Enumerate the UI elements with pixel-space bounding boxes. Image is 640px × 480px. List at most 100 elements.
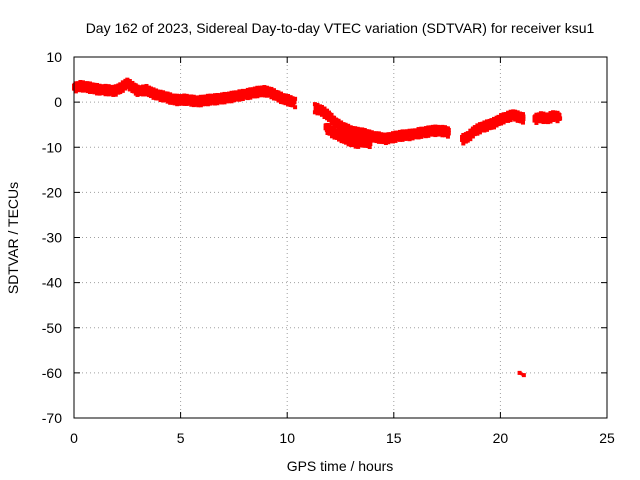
- data-point: [336, 118, 341, 123]
- data-point: [237, 97, 242, 102]
- data-point: [205, 102, 210, 107]
- data-point: [506, 118, 511, 123]
- y-axis-label: SDTVAR / TECUs: [5, 182, 21, 294]
- data-point: [262, 93, 267, 98]
- data-point: [413, 134, 418, 139]
- data-point: [329, 112, 334, 117]
- data-point: [85, 89, 90, 94]
- data-point: [555, 119, 560, 124]
- data-point: [234, 96, 239, 101]
- data-point: [144, 83, 149, 88]
- data-point: [276, 98, 281, 103]
- data-point: [165, 99, 170, 104]
- x-tick-label: 10: [279, 430, 295, 446]
- data-point: [520, 120, 525, 125]
- data-point: [426, 133, 431, 138]
- data-point: [445, 134, 450, 139]
- x-tick-label: 5: [177, 430, 185, 446]
- data-point: [328, 131, 333, 136]
- data-point: [97, 83, 102, 88]
- data-point: [548, 119, 553, 124]
- data-point: [492, 125, 497, 130]
- data-point: [400, 137, 405, 142]
- data-point: [99, 87, 104, 92]
- data-point: [245, 96, 250, 101]
- grid: [74, 57, 607, 418]
- data-point: [136, 88, 141, 93]
- data-point: [291, 102, 296, 107]
- data-point: [219, 100, 224, 105]
- data-point: [279, 91, 284, 96]
- data-point: [252, 94, 257, 99]
- data-point: [557, 113, 562, 118]
- data-point: [73, 87, 78, 92]
- data-point: [446, 127, 451, 132]
- data-point: [141, 92, 146, 97]
- y-tick-label: -20: [42, 184, 62, 200]
- data-point: [360, 143, 365, 148]
- data-point: [212, 101, 217, 106]
- data-point: [111, 92, 116, 97]
- data-point: [521, 116, 526, 121]
- data-point: [367, 145, 372, 150]
- data-point: [440, 133, 445, 138]
- data-point: [334, 124, 339, 129]
- data-point: [120, 88, 125, 93]
- data-point: [482, 128, 487, 133]
- data-point: [477, 127, 482, 132]
- data-point: [292, 99, 297, 104]
- data-point: [175, 102, 180, 107]
- data-point: [255, 94, 260, 99]
- data-point: [412, 131, 417, 136]
- outlier-segment: [518, 371, 525, 377]
- y-tick-label: -10: [42, 139, 62, 155]
- data-point: [293, 105, 298, 110]
- data-point: [446, 130, 451, 135]
- data-point: [329, 134, 334, 139]
- x-axis-label: GPS time / hours: [287, 458, 394, 474]
- data-point: [407, 137, 412, 142]
- axis-ticks: 0 5 10 15 20 25 10 0 -10 -20 -30 -40 -50 -60 -70: [42, 49, 615, 446]
- y-tick-label: 10: [46, 49, 62, 65]
- data-point: [461, 141, 466, 146]
- data-point: [229, 99, 234, 104]
- data-point: [127, 79, 132, 84]
- data-point: [500, 118, 505, 123]
- data-point: [196, 103, 201, 108]
- data-point: [397, 137, 402, 142]
- y-tick-label: 0: [54, 94, 62, 110]
- data-point: [383, 141, 388, 146]
- data-point: [113, 92, 118, 97]
- data-point: [138, 92, 143, 97]
- data-point: [410, 136, 415, 141]
- data-point: [118, 90, 123, 95]
- data-point: [233, 93, 238, 98]
- data-point: [521, 114, 526, 119]
- data-point: [538, 119, 543, 124]
- data-point: [368, 142, 373, 147]
- data-point: [189, 102, 194, 107]
- data-point: [508, 118, 513, 123]
- data-point: [78, 88, 83, 93]
- data-point: [339, 130, 344, 135]
- chart-title: Day 162 of 2023, Sidereal Day-to-day VTE…: [86, 20, 595, 36]
- data-point: [207, 99, 212, 104]
- y-tick-label: -70: [42, 410, 62, 426]
- data-point: [367, 137, 372, 142]
- data-point: [499, 121, 504, 126]
- data-point: [269, 95, 274, 100]
- x-tick-label: 25: [599, 430, 615, 446]
- y-tick-label: -60: [42, 365, 62, 381]
- data-point: [533, 118, 538, 123]
- data-point: [423, 134, 428, 139]
- data-point: [240, 97, 245, 102]
- data-point: [433, 133, 438, 138]
- data-point: [135, 92, 140, 97]
- series-layer: [72, 77, 563, 378]
- data-point: [293, 96, 298, 101]
- data-point: [477, 130, 482, 135]
- data-point: [416, 135, 421, 140]
- data-point: [558, 116, 563, 121]
- data-point: [355, 142, 360, 147]
